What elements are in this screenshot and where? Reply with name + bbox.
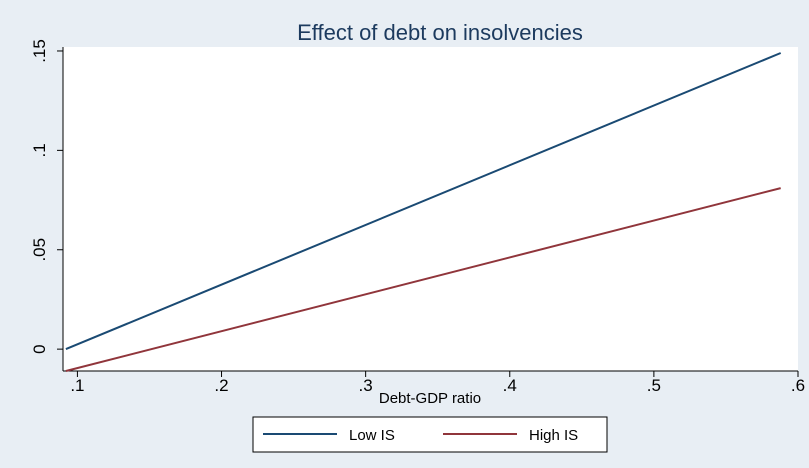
x-ticks: .1 .2 .3 .4 .5 .6 (70, 371, 805, 395)
legend-label-high-is: High IS (529, 427, 578, 444)
y-ticks: 0 .05 .1 .15 (30, 39, 63, 354)
x-tick-label: .5 (647, 376, 661, 395)
y-tick-label: 0 (30, 344, 49, 353)
chart-title: Effect of debt on insolvencies (297, 20, 583, 45)
y-tick-label: .15 (30, 39, 49, 63)
x-axis-title: Debt-GDP ratio (379, 390, 481, 407)
x-tick-label: .4 (503, 376, 517, 395)
legend: Low IS High IS (252, 416, 608, 453)
legend-label-low-is: Low IS (349, 427, 395, 444)
x-tick-label: .3 (359, 376, 373, 395)
y-tick-label: .05 (30, 238, 49, 262)
x-tick-label: .2 (214, 376, 228, 395)
series-line-high-is (65, 187, 781, 372)
x-tick-label: .6 (791, 376, 805, 395)
series-lines (65, 52, 782, 372)
plot-area (63, 47, 798, 371)
series-line-low-is (65, 52, 782, 351)
x-tick-label: .1 (70, 376, 84, 395)
y-tick-label: .1 (30, 143, 49, 157)
